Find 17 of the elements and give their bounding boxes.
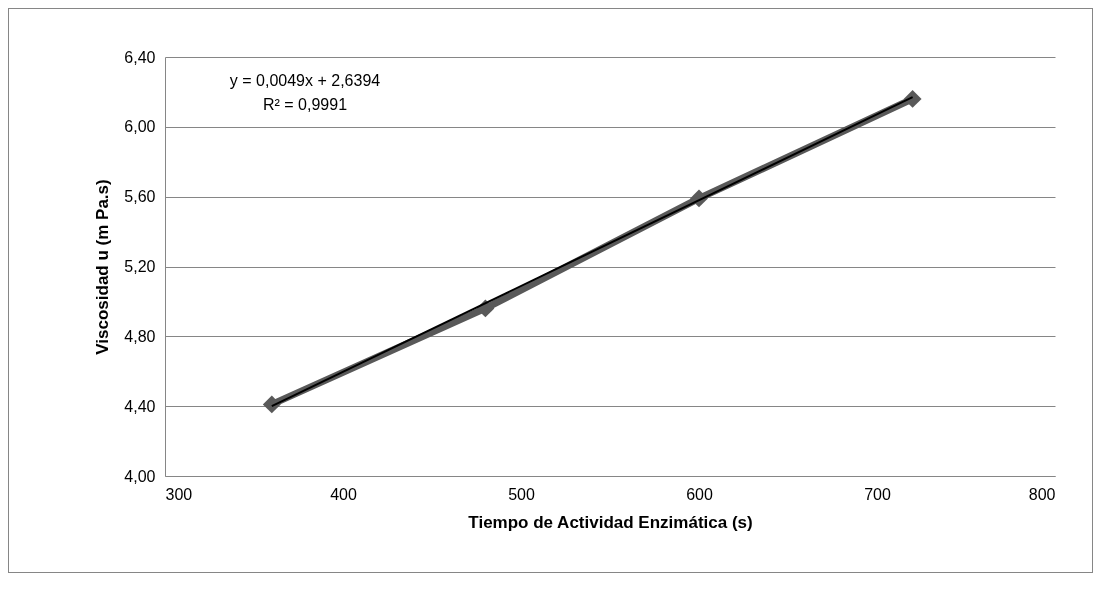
annotation: R² = 0,9991 (262, 96, 348, 113)
y-tick-label: 4,80 (124, 327, 156, 345)
annotation: y = 0,0049x + 2,6394 (229, 72, 381, 89)
y-tick-label: 4,00 (124, 467, 156, 485)
y-tick-label: 5,20 (124, 258, 156, 275)
x-tick-label: 700 (864, 485, 891, 503)
x-tick-label: 500 (508, 485, 535, 503)
x-tick-label: 800 (1028, 485, 1056, 503)
x-tick-label: 400 (330, 485, 357, 503)
y-tick-label: 4,40 (124, 397, 156, 415)
x-tick-label: 300 (165, 485, 193, 503)
x-tick-label: 600 (686, 485, 713, 503)
y-axis-title: Viscosidad u (m Pa.s) (93, 179, 113, 355)
x-axis-title: Tiempo de Actividad Enzimática (s) (468, 512, 753, 532)
y-tick-label: 6,00 (124, 118, 156, 136)
y-tick-label: 5,60 (124, 188, 156, 206)
y-tick-label: 6,40 (124, 48, 156, 66)
